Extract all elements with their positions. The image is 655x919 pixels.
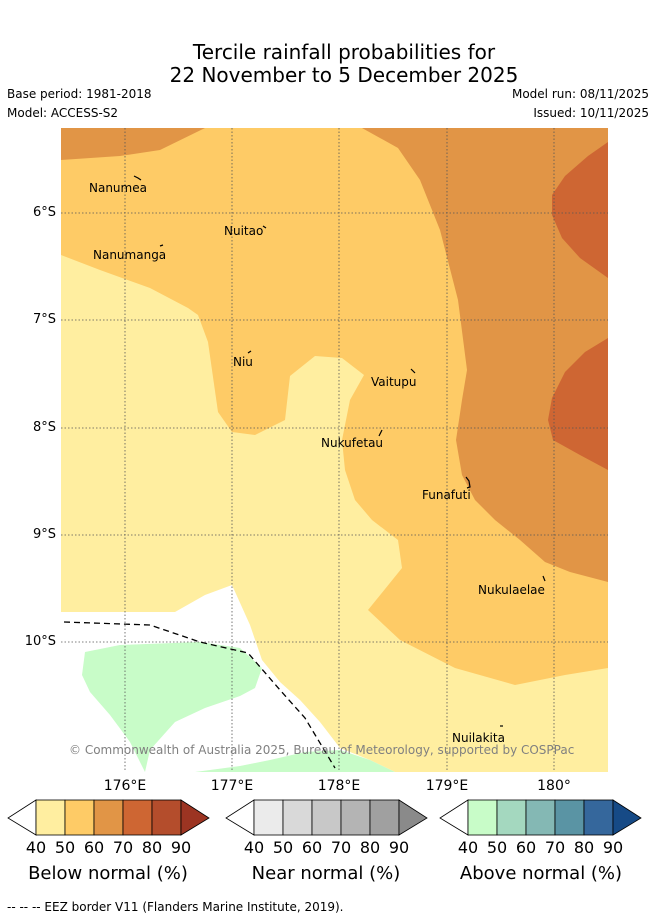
island-label-niu: Niu — [233, 355, 253, 369]
legend-near-normal — [225, 799, 428, 836]
eez-footnote: -- -- -- EEZ border V11 (Flanders Marine… — [7, 900, 344, 914]
island-label-nukulaelae: Nukulaelae — [478, 583, 545, 597]
island-label-nanumanga: Nanumanga — [93, 248, 167, 262]
lon-label-178e: 178°E — [317, 778, 361, 794]
legend-above-swatch-50 — [496, 799, 527, 836]
island-shape-nanumanga — [159, 244, 164, 247]
lat-label-7s: 7°S — [32, 312, 56, 327]
legend-below-swatch-80 — [151, 799, 182, 836]
legend-above-title: Above normal (%) — [459, 863, 623, 884]
island-shape-nanumea — [133, 175, 142, 181]
legend-near-swatch-60 — [311, 799, 342, 836]
legend-near-tick-50: 50 — [272, 838, 294, 857]
legend-near-title: Near normal (%) — [251, 863, 401, 884]
legend-below-tick-80: 80 — [141, 838, 163, 857]
legend-below-swatch-40 — [35, 799, 66, 836]
model-name: Model: ACCESS-S2 — [7, 106, 119, 120]
lat-label-6s: 6°S — [32, 205, 56, 220]
region-below-70-south — [548, 338, 608, 470]
legend-above-tick-40: 40 — [457, 838, 479, 857]
region-above-40 — [82, 642, 395, 772]
legend-above-swatch-70 — [554, 799, 585, 836]
legend-above-tick-90: 90 — [602, 838, 624, 857]
map-area — [61, 128, 608, 772]
legend-below-tick-50: 50 — [54, 838, 76, 857]
legend-near-swatch-70 — [340, 799, 371, 836]
lon-label-177e: 177°E — [210, 778, 254, 794]
map-title-line1: Tercile rainfall probabilities for — [192, 40, 496, 64]
legend-near-swatch-50 — [282, 799, 313, 836]
legend-above-tick-70: 70 — [544, 838, 566, 857]
island-shape-nukulaelae — [542, 575, 546, 582]
legend-above-swatch-80 — [583, 799, 614, 836]
island-shape-niu — [247, 350, 252, 354]
legend-below-tick-40: 40 — [25, 838, 47, 857]
legend-near-over-arrow — [398, 799, 428, 836]
island-shape-nuitao — [262, 225, 267, 229]
legend-below-over-arrow — [180, 799, 210, 836]
legend-below-tick-70: 70 — [112, 838, 134, 857]
region-below-60-east — [362, 128, 608, 582]
lat-label-9s: 9°S — [32, 527, 56, 542]
legend-above-normal — [439, 799, 642, 836]
island-shape-vaitupu — [410, 368, 416, 374]
base-period: Base period: 1981-2018 — [7, 87, 152, 101]
island-label-nuitao: Nuitao — [224, 224, 264, 238]
legend-below-title: Below normal (%) — [28, 863, 188, 884]
legend-below-swatch-50 — [64, 799, 95, 836]
legend-below-swatch-60 — [93, 799, 124, 836]
copyright-notice: © Commonwealth of Australia 2025, Bureau… — [69, 743, 575, 757]
legend-below-tick-60: 60 — [83, 838, 105, 857]
island-label-vaitupu: Vaitupu — [371, 375, 417, 389]
legend-near-tick-80: 80 — [359, 838, 381, 857]
region-below-60 — [61, 128, 205, 160]
lon-label-179e: 179°E — [425, 778, 469, 794]
legend-above-tick-60: 60 — [515, 838, 537, 857]
legend-below-under-arrow — [7, 799, 37, 836]
legend-near-swatch-40 — [253, 799, 284, 836]
island-label-nukufetau: Nukufetau — [321, 436, 384, 450]
legend-near-under-arrow — [225, 799, 255, 836]
legend-below-swatch-70 — [122, 799, 153, 836]
legend-near-swatch-80 — [369, 799, 400, 836]
eez-border — [63, 621, 336, 769]
legend-near-tick-60: 60 — [301, 838, 323, 857]
island-label-nanumea: Nanumea — [89, 181, 147, 195]
island-shapes — [133, 175, 546, 727]
island-label-funafuti: Funafuti — [422, 488, 471, 502]
lat-label-8s: 8°S — [32, 420, 56, 435]
legend-above-swatch-40 — [467, 799, 498, 836]
legend-above-over-arrow — [612, 799, 642, 836]
region-below-70-north — [552, 142, 608, 278]
legend-below-normal — [7, 799, 210, 836]
island-shape-nukufetau — [378, 429, 383, 437]
legend-below-tick-90: 90 — [170, 838, 192, 857]
lon-label-176e: 176°E — [103, 778, 147, 794]
gridlines — [61, 128, 608, 772]
model-run: Model run: 08/11/2025 — [511, 87, 649, 101]
legend-near-tick-40: 40 — [243, 838, 265, 857]
legend-near-tick-70: 70 — [330, 838, 352, 857]
legend-above-tick-50: 50 — [486, 838, 508, 857]
issued-date: Issued: 10/11/2025 — [533, 106, 649, 120]
island-label-nuilakita: Nuilakita — [452, 731, 505, 745]
lat-label-10s: 10°S — [24, 634, 56, 649]
legend-above-under-arrow — [439, 799, 469, 836]
legend-near-tick-90: 90 — [388, 838, 410, 857]
lon-label-180: 180° — [537, 778, 571, 794]
legend-above-swatch-60 — [525, 799, 556, 836]
legend-above-tick-80: 80 — [573, 838, 595, 857]
map-title-line2: 22 November to 5 December 2025 — [169, 63, 519, 87]
island-shape-funafuti — [465, 476, 471, 489]
